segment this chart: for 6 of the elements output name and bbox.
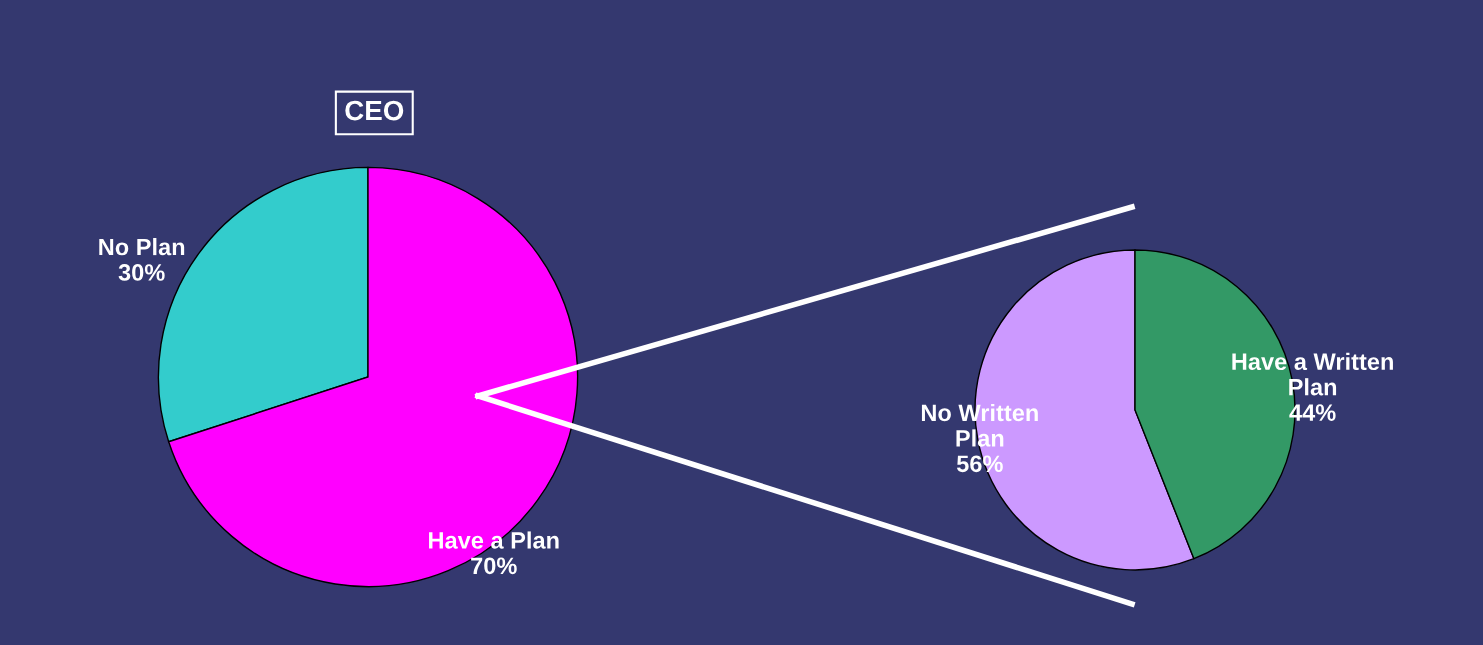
chart-title: CEO [345,100,404,121]
data-label: 30% [118,264,165,281]
data-label: 70% [471,557,517,575]
data-label: 44% [1289,404,1336,421]
slice-label: Have a Written Plan [1232,352,1393,396]
slice-label: No Plan [99,238,185,256]
